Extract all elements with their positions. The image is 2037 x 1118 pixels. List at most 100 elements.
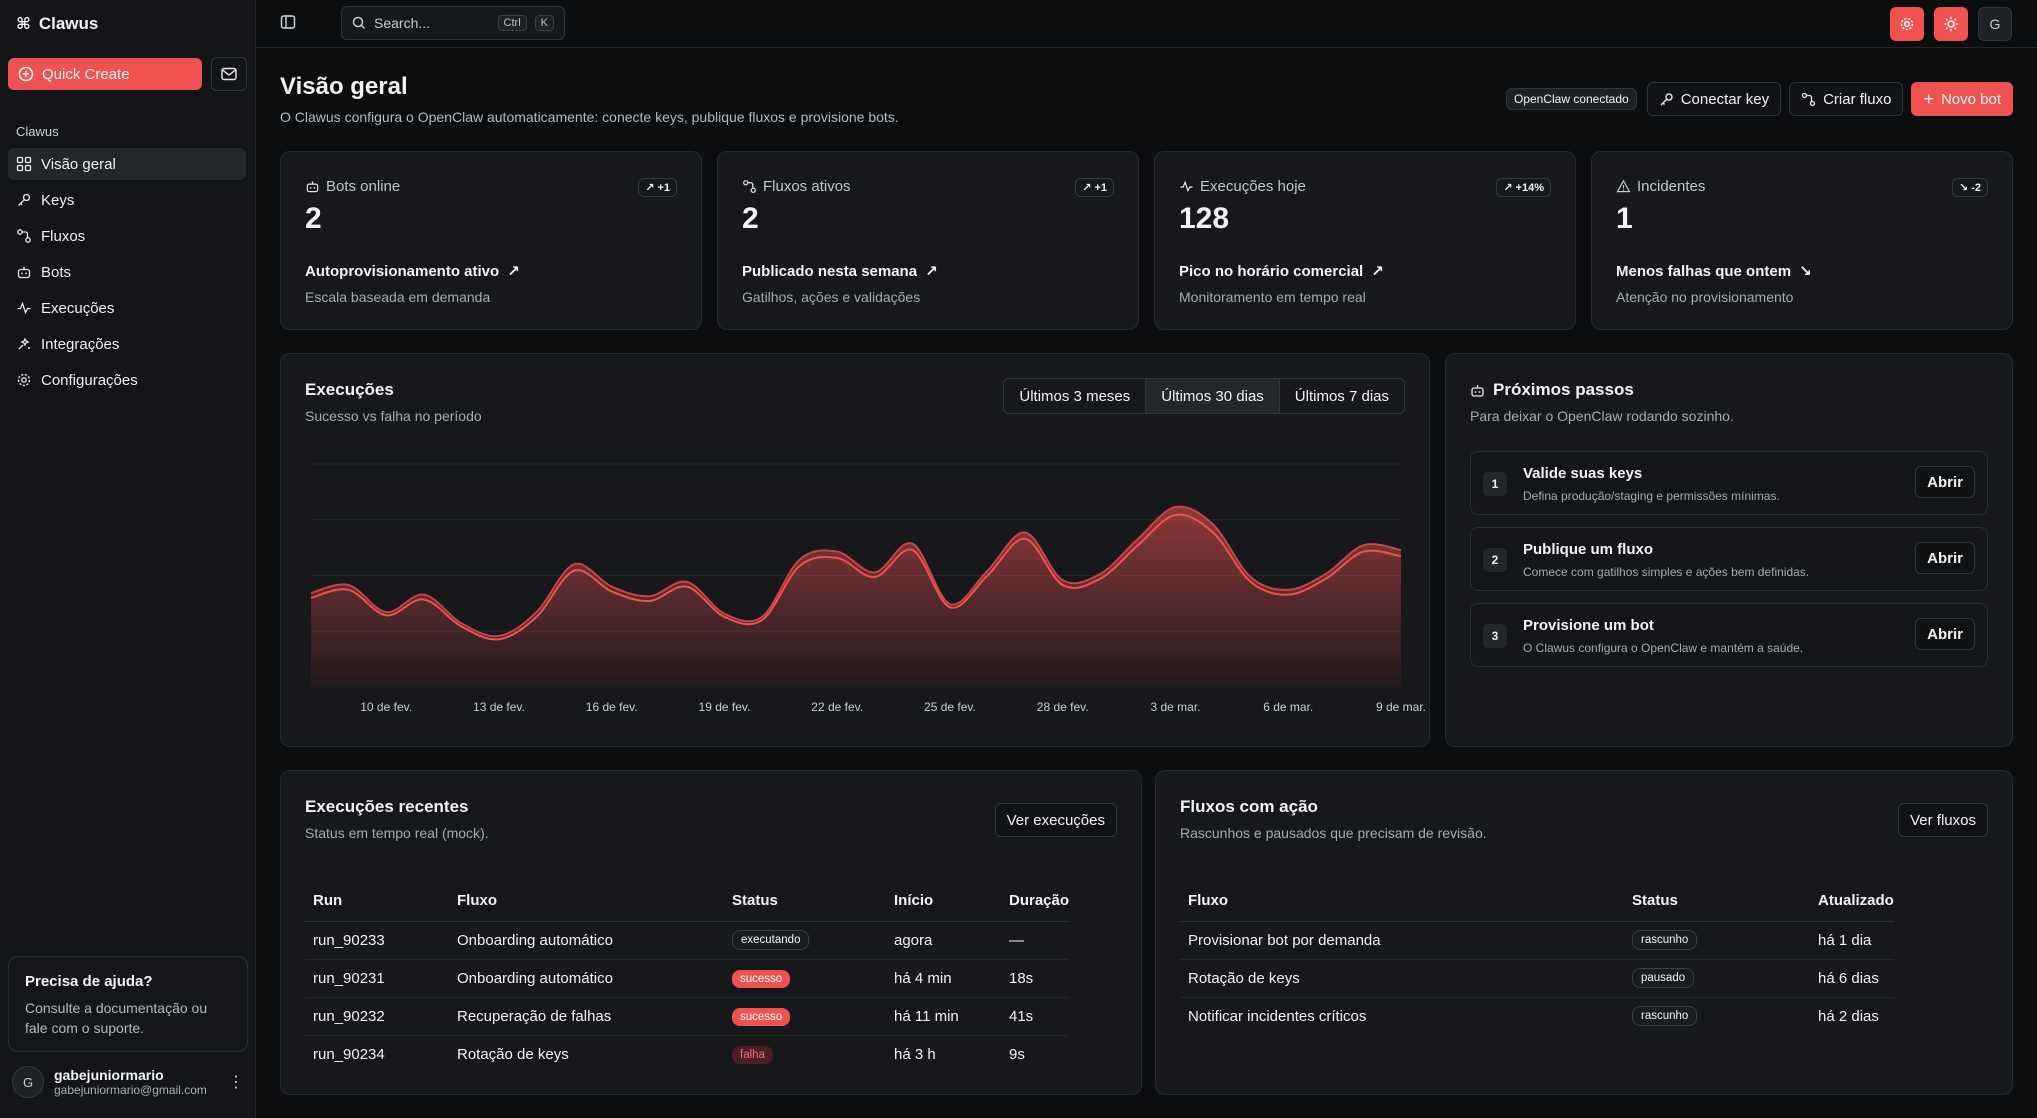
- x-tick-label: 25 de fev.: [924, 700, 976, 714]
- theme-toggle-button[interactable]: [1934, 7, 1968, 41]
- trending-down-icon: ↘: [1959, 182, 1969, 194]
- column-header: Início: [886, 881, 1001, 922]
- start-time: há 4 min: [886, 959, 1001, 998]
- table-row[interactable]: Provisionar bot por demanda rascunho há 1 …: [1180, 921, 1894, 960]
- sidebar-item-execucoes[interactable]: Execuções: [8, 292, 246, 324]
- sidebar-item-configuracoes[interactable]: Configurações: [8, 364, 246, 396]
- sidebar-item-integracoes[interactable]: Integrações: [8, 328, 246, 360]
- brand-name: Clawus: [38, 14, 99, 33]
- sidebar-item-fluxos[interactable]: Fluxos: [8, 220, 246, 252]
- status-badge: sucesso: [732, 1007, 791, 1026]
- range-option[interactable]: Últimos 30 dias: [1146, 379, 1280, 413]
- duration: —: [1001, 921, 1070, 960]
- recent-title: Execuções recentes: [305, 797, 469, 816]
- kbd-ctrl: Ctrl: [497, 15, 527, 31]
- trend-chip: ↘ -2: [1952, 178, 1988, 197]
- stat-label: Execuções hoje: [1179, 178, 1306, 195]
- table-row[interactable]: Rotação de keys pausado há 6 dias: [1180, 959, 1894, 998]
- sidebar-toggle-button[interactable]: [280, 14, 296, 35]
- plus-icon: +: [1923, 89, 1934, 109]
- status-badge: executando: [732, 930, 810, 950]
- sidebar-item-visao-geral[interactable]: Visão geral: [8, 148, 246, 180]
- account-button[interactable]: G: [1978, 7, 2012, 41]
- stat-label-text: Bots online: [326, 178, 401, 195]
- more-vertical-icon[interactable]: ⋮: [228, 1074, 244, 1091]
- x-tick-label: 6 de mar.: [1263, 700, 1313, 714]
- table-row[interactable]: run_90234 Rotação de keys falha há 3 h 9s: [305, 1035, 1069, 1073]
- updated-time: há 6 dias: [1810, 959, 1894, 998]
- open-step-button[interactable]: Abrir: [1915, 542, 1975, 574]
- user-menu[interactable]: G gabejuniormario gabejuniormario@gmail.…: [12, 1066, 248, 1098]
- flows-subtitle: Rascunhos e pausados que precisam de rev…: [1180, 825, 1487, 841]
- trending-up-icon: ↗: [645, 182, 655, 194]
- table-row[interactable]: run_90232 Recuperação de falhas sucesso há …: [305, 997, 1070, 1036]
- stat-value: 2: [305, 202, 322, 235]
- x-tick-label: 13 de fev.: [473, 700, 525, 714]
- quick-create-button[interactable]: Quick Create: [8, 58, 202, 90]
- view-executions-button[interactable]: Ver execuções: [994, 803, 1117, 837]
- integrations-icon: [18, 337, 30, 350]
- brand[interactable]: ⌘ Clawus: [16, 14, 98, 34]
- flow-name: Recuperação de falhas: [449, 997, 724, 1036]
- range-option[interactable]: Últimos 3 meses: [1004, 379, 1147, 413]
- table-row[interactable]: Notificar incidentes críticos rascunho há …: [1180, 997, 1894, 1035]
- dashboard-icon: [16, 156, 32, 172]
- x-tick-label: 22 de fev.: [811, 700, 863, 714]
- sidebar-item-keys[interactable]: Keys: [8, 184, 246, 216]
- connect-key-button[interactable]: Conectar key: [1646, 82, 1782, 116]
- plus-circle-icon: [18, 66, 34, 82]
- settings-button[interactable]: [1890, 7, 1924, 41]
- flow-icon: [17, 229, 31, 243]
- x-tick-label: 28 de fev.: [1037, 700, 1089, 714]
- page-subtitle: O Clawus configura o OpenClaw automatica…: [280, 109, 899, 125]
- stat-highlight-text: Pico no horário comercial: [1179, 262, 1364, 280]
- duration: 18s: [1001, 959, 1070, 998]
- sidebar-item-bots[interactable]: Bots: [8, 256, 246, 288]
- next-step-item: 1 Valide suas keys Defina produção/staging…: [1470, 451, 1988, 515]
- start-time: há 11 min: [886, 997, 1001, 1036]
- status-cell: pausado: [1624, 959, 1810, 998]
- next-steps-subtitle: Para deixar o OpenClaw rodando sozinho.: [1470, 408, 1734, 424]
- table-row[interactable]: run_90233 Onboarding automático executando…: [305, 921, 1070, 960]
- step-title: Valide suas keys: [1523, 465, 1643, 482]
- inbox-button[interactable]: [211, 57, 247, 91]
- start-time: agora: [886, 921, 1001, 960]
- recent-subtitle: Status em tempo real (mock).: [305, 825, 489, 841]
- help-card[interactable]: Precisa de ajuda? Consulte a documentaçã…: [8, 956, 248, 1052]
- run-id: run_90233: [305, 921, 449, 960]
- trend-chip: ↗ +14%: [1496, 178, 1551, 197]
- flow-name: Onboarding automático: [449, 959, 724, 998]
- mail-icon: [221, 67, 237, 81]
- open-step-button[interactable]: Abrir: [1915, 618, 1975, 650]
- x-tick-label: 3 de mar.: [1150, 700, 1200, 714]
- status-badge: rascunho: [1632, 1006, 1698, 1027]
- range-option[interactable]: Últimos 7 dias: [1294, 387, 1389, 405]
- stat-label: Fluxos ativos: [742, 178, 851, 195]
- sidebar-toggle-icon: [280, 15, 296, 29]
- create-flow-button[interactable]: Criar fluxo: [1789, 82, 1904, 116]
- status-cell: sucesso: [724, 997, 886, 1036]
- flow-name: Notificar incidentes críticos: [1188, 1007, 1367, 1025]
- trend-value: +1: [1094, 181, 1107, 194]
- view-flows-button[interactable]: Ver fluxos: [1898, 803, 1988, 837]
- new-bot-label: Novo bot: [1940, 90, 2001, 108]
- step-number: 2: [1483, 548, 1507, 572]
- new-bot-button[interactable]: + Novo bot: [1911, 82, 2013, 116]
- step-title: Publique um fluxo: [1523, 541, 1653, 558]
- status-badge: sucesso: [732, 969, 791, 988]
- status-cell: sucesso: [724, 959, 886, 998]
- open-step-button[interactable]: Abrir: [1915, 466, 1975, 498]
- stat-highlight: Pico no horário comercial ↗: [1179, 262, 1384, 281]
- flow-name: Rotação de keys: [457, 1045, 569, 1063]
- chart-subtitle: Sucesso vs falha no período: [305, 408, 482, 424]
- search-input[interactable]: Search... Ctrl K: [341, 6, 565, 40]
- table-row[interactable]: run_90231 Onboarding automático sucesso há …: [305, 959, 1070, 998]
- stat-label-text: Incidentes: [1637, 178, 1706, 195]
- flows-title: Fluxos com ação: [1180, 797, 1318, 816]
- updated-time: há 1 dia: [1810, 921, 1894, 960]
- bot-icon: [1471, 384, 1484, 397]
- sidebar-item-label: Integrações: [41, 335, 120, 353]
- alert-triangle-icon: [1616, 179, 1631, 193]
- sun-icon: [1944, 17, 1958, 31]
- trend-value: -2: [1971, 181, 1981, 194]
